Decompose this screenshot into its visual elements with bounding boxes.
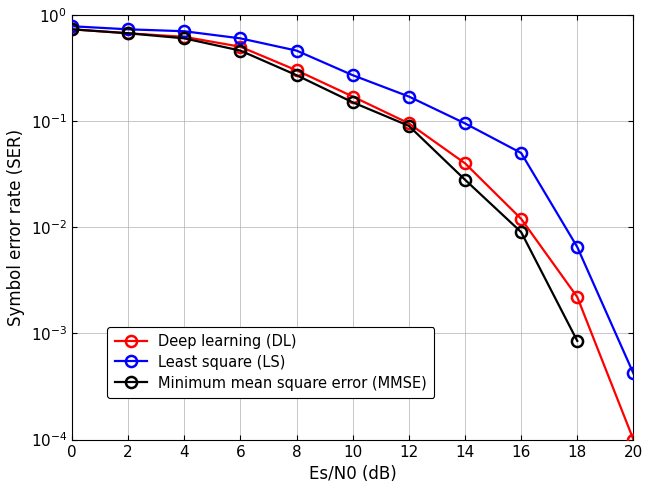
Minimum mean square error (MMSE) [349, 99, 357, 105]
Least square (LS) [180, 28, 188, 34]
Deep learning (DL) [68, 26, 76, 32]
Line: Deep learning (DL): Deep learning (DL) [66, 24, 639, 445]
Least square (LS) [517, 150, 525, 156]
Minimum mean square error (MMSE) [292, 72, 300, 78]
Legend: Deep learning (DL), Least square (LS), Minimum mean square error (MMSE): Deep learning (DL), Least square (LS), M… [107, 327, 434, 398]
Minimum mean square error (MMSE) [461, 177, 469, 183]
X-axis label: Es/N0 (dB): Es/N0 (dB) [309, 465, 396, 483]
Deep learning (DL) [573, 294, 581, 300]
Minimum mean square error (MMSE) [573, 338, 581, 344]
Minimum mean square error (MMSE) [68, 26, 76, 32]
Least square (LS) [292, 48, 300, 53]
Least square (LS) [349, 72, 357, 78]
Least square (LS) [68, 24, 76, 29]
Least square (LS) [405, 94, 413, 99]
Minimum mean square error (MMSE) [124, 30, 132, 36]
Deep learning (DL) [124, 30, 132, 36]
Least square (LS) [461, 121, 469, 126]
Y-axis label: Symbol error rate (SER): Symbol error rate (SER) [7, 129, 25, 326]
Deep learning (DL) [517, 216, 525, 222]
Least square (LS) [237, 35, 244, 41]
Minimum mean square error (MMSE) [180, 35, 188, 41]
Deep learning (DL) [405, 121, 413, 126]
Deep learning (DL) [461, 160, 469, 166]
Least square (LS) [630, 370, 638, 376]
Deep learning (DL) [180, 34, 188, 40]
Minimum mean square error (MMSE) [237, 48, 244, 53]
Line: Least square (LS): Least square (LS) [66, 21, 639, 379]
Deep learning (DL) [630, 437, 638, 442]
Deep learning (DL) [292, 68, 300, 74]
Line: Minimum mean square error (MMSE): Minimum mean square error (MMSE) [66, 24, 583, 346]
Minimum mean square error (MMSE) [517, 229, 525, 235]
Minimum mean square error (MMSE) [405, 123, 413, 129]
Deep learning (DL) [349, 94, 357, 99]
Deep learning (DL) [237, 44, 244, 49]
Least square (LS) [573, 244, 581, 250]
Least square (LS) [124, 26, 132, 32]
